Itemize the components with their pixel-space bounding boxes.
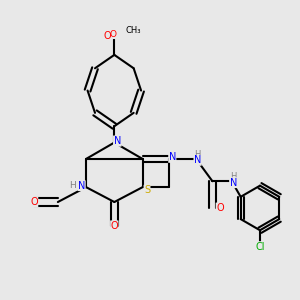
Text: N: N	[78, 181, 85, 191]
Text: N: N	[230, 178, 237, 188]
Text: CH₃: CH₃	[126, 26, 141, 35]
Text: H: H	[230, 172, 236, 181]
Text: O: O	[110, 221, 118, 231]
Text: Cl: Cl	[255, 242, 265, 252]
Text: H: H	[69, 181, 76, 190]
Text: N: N	[169, 152, 176, 162]
Text: S: S	[144, 185, 150, 195]
Text: H: H	[194, 150, 201, 159]
Text: O: O	[30, 197, 38, 207]
Text: O: O	[216, 203, 224, 213]
Text: O: O	[103, 31, 111, 40]
Text: N: N	[194, 155, 201, 165]
Text: N: N	[114, 136, 121, 146]
Text: O: O	[109, 30, 116, 39]
